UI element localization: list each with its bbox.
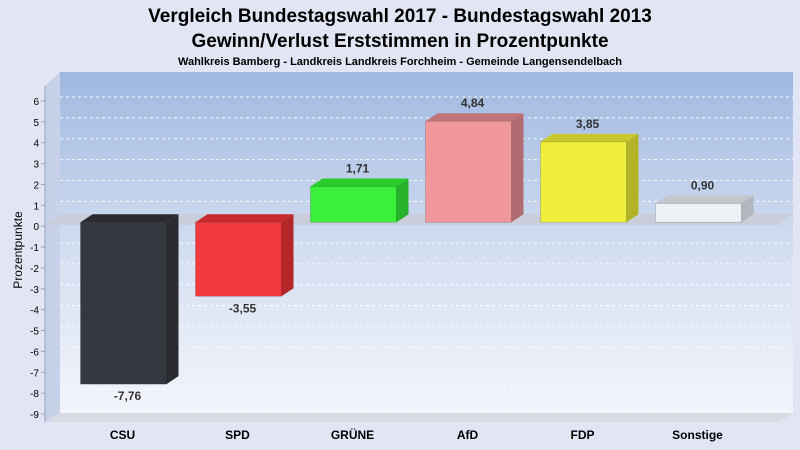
value-label: 3,85	[576, 117, 600, 131]
chart-subtitle: Gewinn/Verlust Erststimmen in Prozentpun…	[191, 31, 608, 52]
y-tick-label: 5	[33, 118, 39, 129]
y-tick-label: -7	[30, 368, 39, 379]
bar-front-face	[310, 186, 397, 223]
bar-side-face	[626, 133, 639, 223]
bar-front-face	[80, 221, 167, 385]
value-label: -3,55	[229, 301, 257, 315]
bar-side-face	[166, 214, 179, 385]
y-tick-label: -5	[30, 327, 39, 338]
bar-front-face	[655, 203, 742, 223]
y-tick-label: -4	[30, 306, 39, 317]
y-tick-label: 1	[33, 201, 39, 212]
y-tick-label: -8	[30, 389, 39, 400]
bar-top-face	[425, 113, 524, 122]
bar-side-face	[396, 178, 409, 223]
bar-side-face	[511, 113, 524, 223]
bar-spd	[195, 214, 294, 297]
x-tick-label: GRÜNE	[331, 427, 374, 442]
x-tick-label: AfD	[457, 428, 479, 442]
y-tick-label: 3	[33, 160, 39, 171]
y-tick-label: 4	[33, 139, 39, 150]
x-tick-label: FDP	[571, 428, 595, 442]
value-label: 4,84	[461, 96, 485, 110]
bar-front-face	[195, 221, 282, 297]
bar-side-face	[741, 195, 754, 223]
bar-grüne	[310, 178, 409, 223]
y-tick-label: -1	[30, 243, 39, 254]
bar-sonstige	[655, 195, 754, 223]
bar-fdp	[540, 133, 639, 223]
y-axis-label: Prozentpunkte	[11, 211, 25, 289]
bar-csu	[80, 214, 179, 385]
bar-afd	[425, 113, 524, 223]
bar-top-face	[310, 178, 409, 187]
plot-left-wall	[45, 72, 60, 422]
y-axis-ticks: 6 5 4 3 2 1 0 -1 -2 -3 -4 -5 -6 -7 -8 -9	[30, 97, 45, 421]
plot-floor	[45, 413, 793, 422]
bar-front-face	[425, 120, 512, 223]
y-tick-label: 0	[33, 222, 39, 233]
y-tick-label: 6	[33, 97, 39, 108]
x-axis-labels: CSU SPD GRÜNE AfD FDP Sonstige	[110, 427, 723, 442]
x-tick-label: Sonstige	[672, 428, 723, 442]
y-tick-label: -6	[30, 347, 39, 358]
value-label: -7,76	[114, 389, 142, 403]
y-tick-label: -9	[30, 410, 39, 421]
bars	[80, 113, 754, 385]
y-tick-label: -3	[30, 285, 39, 296]
x-tick-label: CSU	[110, 428, 135, 442]
y-tick-label: -2	[30, 264, 39, 275]
bar-top-face	[195, 214, 294, 223]
value-labels: -7,76 -3,55 1,71 4,84 3,85 0,90	[114, 96, 715, 403]
chart-subtitle-2: Wahlkreis Bamberg - Landkreis Landkreis …	[178, 56, 622, 68]
bar-top-face	[80, 214, 179, 223]
y-tick-label: 2	[33, 180, 39, 191]
chart-title: Vergleich Bundestagswahl 2017 - Bundesta…	[148, 6, 652, 27]
bar-top-face	[540, 133, 639, 142]
bar-side-face	[281, 214, 294, 297]
bar-top-face	[655, 195, 754, 204]
value-label: 0,90	[691, 178, 715, 192]
value-label: 1,71	[346, 162, 370, 176]
bar-front-face	[540, 141, 627, 223]
x-tick-label: SPD	[225, 428, 250, 442]
